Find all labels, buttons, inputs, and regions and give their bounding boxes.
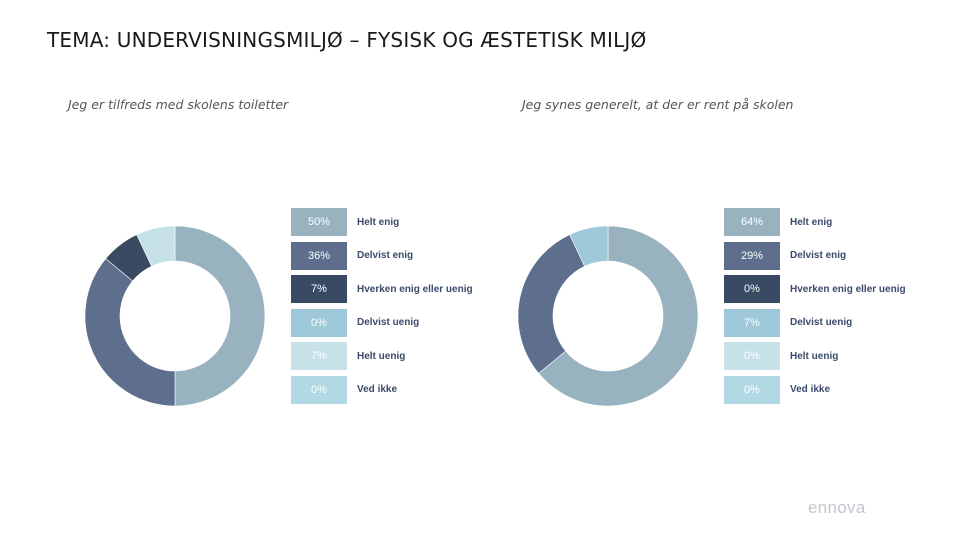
legend-value: 50% bbox=[291, 208, 347, 236]
legend-row: 36% Delvist enig bbox=[291, 241, 473, 270]
legend-label: Delvist enig bbox=[357, 250, 414, 262]
legend-toilets: 50% Helt enig 36% Delvist enig 7% Hverke… bbox=[291, 208, 473, 410]
donut-slice-delvist-enig bbox=[84, 258, 176, 407]
legend-row: 0% Hverken enig eller uenig bbox=[724, 275, 906, 304]
legend-value: 64% bbox=[724, 208, 780, 236]
donut-slice-helt-enig bbox=[174, 225, 266, 407]
legend-label: Delvist uenig bbox=[357, 317, 420, 329]
legend-value: 7% bbox=[291, 275, 347, 304]
ennova-logo: ennova bbox=[808, 498, 866, 517]
chart-title-toilets: Jeg er tilfreds med skolens toiletter bbox=[68, 97, 289, 112]
legend-label: Hverken enig eller uenig bbox=[790, 283, 906, 295]
legend-label: Helt uenig bbox=[357, 350, 406, 362]
legend-clean: 64% Helt enig 29% Delvist enig 0% Hverke… bbox=[724, 208, 906, 410]
donut-slice-delvist-uenig bbox=[569, 225, 609, 267]
legend-value: 0% bbox=[291, 375, 347, 404]
legend-row: 7% Delvist uenig bbox=[724, 308, 906, 337]
donut-chart-clean bbox=[517, 225, 699, 407]
legend-row: 64% Helt enig bbox=[724, 208, 906, 236]
legend-value: 7% bbox=[724, 308, 780, 337]
legend-label: Helt enig bbox=[790, 216, 833, 228]
legend-value: 0% bbox=[291, 308, 347, 337]
legend-row: 0% Helt uenig bbox=[724, 342, 906, 371]
legend-value: 0% bbox=[724, 275, 780, 304]
legend-row: 0% Delvist uenig bbox=[291, 308, 473, 337]
legend-label: Hverken enig eller uenig bbox=[357, 283, 473, 295]
legend-row: 0% Ved ikke bbox=[724, 375, 906, 404]
legend-label: Ved ikke bbox=[790, 384, 831, 396]
donut-slice-helt-enig bbox=[538, 225, 699, 407]
chart-title-clean: Jeg synes generelt, at der er rent på sk… bbox=[522, 97, 794, 112]
legend-value: 0% bbox=[724, 342, 780, 371]
page-title: TEMA: UNDERVISNINGSMILJØ – FYSISK OG ÆST… bbox=[47, 28, 647, 52]
donut-slice-delvist-enig bbox=[517, 234, 585, 374]
legend-value: 7% bbox=[291, 342, 347, 371]
legend-row: 50% Helt enig bbox=[291, 208, 473, 236]
legend-label: Helt uenig bbox=[790, 350, 839, 362]
legend-row: 7% Hverken enig eller uenig bbox=[291, 275, 473, 304]
legend-label: Delvist uenig bbox=[790, 317, 853, 329]
donut-slice-helt-uenig bbox=[136, 225, 176, 267]
legend-value: 29% bbox=[724, 241, 780, 270]
legend-row: 0% Ved ikke bbox=[291, 375, 473, 404]
legend-row: 29% Delvist enig bbox=[724, 241, 906, 270]
legend-value: 36% bbox=[291, 241, 347, 270]
legend-row: 7% Helt uenig bbox=[291, 342, 473, 371]
donut-chart-toilets bbox=[84, 225, 266, 407]
legend-label: Helt enig bbox=[357, 216, 400, 228]
legend-value: 0% bbox=[724, 375, 780, 404]
legend-label: Ved ikke bbox=[357, 384, 398, 396]
legend-label: Delvist enig bbox=[790, 250, 847, 262]
